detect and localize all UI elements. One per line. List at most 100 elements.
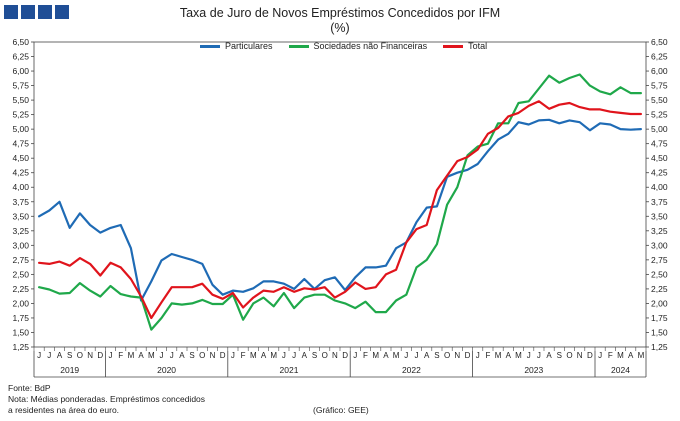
y-tick-label-right: 2,25 <box>651 284 668 294</box>
y-tick-label-left: 3,75 <box>12 197 29 207</box>
legend: Particulares Sociedades não Financeiras … <box>200 41 503 51</box>
y-tick-label-left: 3,00 <box>12 240 29 250</box>
x-year-label: 2019 <box>60 365 79 375</box>
y-tick-label-left: 3,25 <box>12 226 29 236</box>
logo-block-2 <box>21 5 35 19</box>
y-tick-label-right: 5,00 <box>651 124 668 134</box>
x-month-label: D <box>342 351 348 360</box>
y-tick-label-left: 1,25 <box>12 342 29 352</box>
x-month-label: O <box>199 351 205 360</box>
y-tick-label-right: 3,25 <box>651 226 668 236</box>
y-tick-label-left: 2,50 <box>12 269 29 279</box>
x-month-label: S <box>67 351 72 360</box>
x-month-label: M <box>638 351 645 360</box>
x-month-label: S <box>312 351 317 360</box>
y-tick-label-left: 2,75 <box>12 255 29 265</box>
series-line-sociedades-nao-financeiras <box>37 73 643 331</box>
y-tick-label-left: 6,00 <box>12 66 29 76</box>
x-month-label: D <box>97 351 103 360</box>
x-month-label: A <box>424 351 430 360</box>
legend-item-snf: Sociedades não Financeiras <box>288 41 428 51</box>
y-tick-label-left: 2,25 <box>12 284 29 294</box>
legend-label-total: Total <box>468 41 488 51</box>
logo-block-3 <box>38 5 52 19</box>
y-tick-label-right: 3,00 <box>651 240 668 250</box>
y-tick-label-left: 3,50 <box>12 211 29 221</box>
legend-swatch-total <box>443 44 464 48</box>
series-line-particulares <box>37 118 643 302</box>
y-tick-label-right: 1,50 <box>651 327 668 337</box>
x-month-label: J <box>160 351 164 360</box>
x-month-label: N <box>87 351 93 360</box>
x-month-label: S <box>557 351 562 360</box>
y-tick-label-left: 5,00 <box>12 124 29 134</box>
x-month-label: F <box>118 351 123 360</box>
y-tick-label-left: 6,25 <box>12 52 29 62</box>
y-tick-label-right: 4,25 <box>651 168 668 178</box>
x-year-label: 2024 <box>611 365 630 375</box>
chart-title: Taxa de Juro de Novos Empréstimos Conced… <box>179 6 501 20</box>
x-month-label: M <box>617 351 624 360</box>
x-month-label: O <box>77 351 83 360</box>
series-line-total <box>37 100 643 320</box>
legend-swatch-particulares <box>200 44 220 48</box>
x-month-label: M <box>148 351 155 360</box>
x-month-label: M <box>250 351 257 360</box>
x-month-label: N <box>210 351 216 360</box>
footnote-line-1: Nota: Médias ponderadas. Empréstimos con… <box>8 394 206 404</box>
x-month-label: A <box>261 351 267 360</box>
x-month-label: F <box>485 351 490 360</box>
y-tick-label-right: 1,75 <box>651 313 668 323</box>
x-month-label: J <box>292 351 296 360</box>
logo-block-1 <box>4 5 18 19</box>
y-tick-label-left: 5,75 <box>12 81 29 91</box>
x-year-label: 2020 <box>157 365 176 375</box>
y-tick-label-right: 5,75 <box>651 81 668 91</box>
x-month-label: D <box>465 351 471 360</box>
x-month-label: M <box>515 351 522 360</box>
x-month-label: M <box>372 351 379 360</box>
x-month-label: F <box>363 351 368 360</box>
y-tick-label-right: 6,50 <box>651 37 668 47</box>
y-tick-label-right: 4,00 <box>651 182 668 192</box>
x-month-label: D <box>220 351 226 360</box>
y-tick-label-right: 6,25 <box>651 52 668 62</box>
x-month-label: J <box>231 351 235 360</box>
x-month-label: J <box>170 351 174 360</box>
legend-label-snf: Sociedades não Financeiras <box>313 41 428 51</box>
y-tick-label-right: 4,75 <box>651 139 668 149</box>
x-month-label: N <box>577 351 583 360</box>
x-month-label: J <box>415 351 419 360</box>
x-month-label: N <box>332 351 338 360</box>
y-tick-label-right: 2,50 <box>651 269 668 279</box>
y-tick-label-left: 4,00 <box>12 182 29 192</box>
legend-label-particulares: Particulares <box>225 41 273 51</box>
logo-block-4 <box>55 5 69 19</box>
x-month-label: D <box>587 351 593 360</box>
x-month-label: J <box>404 351 408 360</box>
y-tick-label-left: 5,50 <box>12 95 29 105</box>
y-tick-label-right: 1,25 <box>651 342 668 352</box>
x-month-label: A <box>179 351 185 360</box>
y-tick-label-left: 4,25 <box>12 168 29 178</box>
y-tick-label-right: 3,75 <box>651 197 668 207</box>
y-tick-label-right: 4,50 <box>651 153 668 163</box>
x-month-label: J <box>527 351 531 360</box>
x-month-label: M <box>128 351 135 360</box>
x-month-label: M <box>393 351 400 360</box>
y-tick-label-left: 6,50 <box>12 37 29 47</box>
y-tick-label-left: 1,50 <box>12 327 29 337</box>
y-tick-label-left: 1,75 <box>12 313 29 323</box>
x-month-label: J <box>109 351 113 360</box>
footnote-line-2: a residentes na área do euro. <box>8 405 120 415</box>
x-month-label: M <box>495 351 502 360</box>
x-month-label: J <box>37 351 41 360</box>
y-tick-label-left: 4,75 <box>12 139 29 149</box>
x-month-label: A <box>302 351 308 360</box>
y-tick-label-left: 4,50 <box>12 153 29 163</box>
x-month-label: O <box>444 351 450 360</box>
x-year-label: 2021 <box>280 365 299 375</box>
x-month-label: A <box>138 351 144 360</box>
x-month-label: J <box>282 351 286 360</box>
